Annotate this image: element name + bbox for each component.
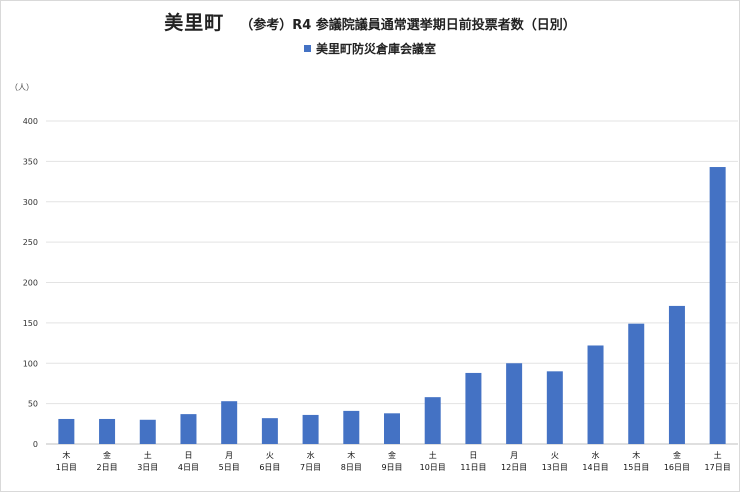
x-tick-day: 10日目 <box>420 463 446 472</box>
bar <box>668 305 685 444</box>
chart-title-row: 美里町 （参考）R4 参議院議員通常選挙期日前投票者数（日別） <box>0 8 740 35</box>
x-tick-day: 12日目 <box>501 463 527 472</box>
x-tick-day: 15日目 <box>623 463 649 472</box>
x-tick-weekday: 火 <box>266 451 274 460</box>
chart-title: 美里町 <box>164 12 225 34</box>
x-tick-weekday: 月 <box>510 451 518 460</box>
bar <box>506 363 523 444</box>
x-tick-day: 11日目 <box>460 463 486 472</box>
y-tick-label: 250 <box>23 238 38 247</box>
x-tick-weekday: 土 <box>714 450 722 460</box>
bar <box>424 397 441 444</box>
x-tick-weekday: 金 <box>388 450 396 460</box>
x-tick-weekday: 土 <box>429 450 437 460</box>
bar <box>58 418 75 444</box>
x-tick-day: 17日目 <box>705 463 731 472</box>
y-axis-unit-label: （人） <box>10 83 34 92</box>
legend: 美里町防災倉庫会議室 <box>0 40 740 57</box>
x-tick-weekday: 水 <box>592 450 600 460</box>
x-tick-weekday: 木 <box>632 450 640 460</box>
x-tick-day: 2日目 <box>97 463 118 472</box>
x-tick-weekday: 水 <box>307 450 315 460</box>
x-tick-day: 14日目 <box>582 463 608 472</box>
bar <box>343 410 360 444</box>
x-tick-weekday: 金 <box>673 450 681 460</box>
x-tick-weekday: 火 <box>551 451 559 460</box>
x-tick-day: 16日目 <box>664 463 690 472</box>
x-tick-weekday: 土 <box>144 450 152 460</box>
y-tick-label: 150 <box>23 319 38 328</box>
x-tick-day: 7日目 <box>300 463 321 472</box>
bar <box>99 418 116 444</box>
x-tick-weekday: 日 <box>184 451 192 460</box>
y-tick-label: 0 <box>33 440 38 449</box>
bar <box>709 167 726 444</box>
x-tick-day: 5日目 <box>219 463 240 472</box>
bar <box>465 372 482 444</box>
legend-swatch <box>303 45 311 52</box>
x-tick-day: 1日目 <box>56 463 77 472</box>
y-tick-label: 300 <box>23 198 38 207</box>
y-tick-label: 50 <box>28 400 38 409</box>
x-tick-weekday: 金 <box>103 450 111 460</box>
bar <box>180 414 197 444</box>
x-tick-weekday: 月 <box>225 451 233 460</box>
bar <box>546 371 563 444</box>
bar <box>302 414 319 444</box>
bar <box>221 401 238 444</box>
bar <box>261 418 278 444</box>
bar <box>139 419 156 444</box>
x-tick-day: 6日目 <box>259 463 280 472</box>
x-tick-day: 8日目 <box>341 463 362 472</box>
x-tick-day: 9日目 <box>381 463 402 472</box>
bar <box>628 323 645 444</box>
chart-subtitle: （参考）R4 参議院議員通常選挙期日前投票者数（日別） <box>240 18 576 33</box>
y-tick-label: 350 <box>23 157 38 166</box>
bar <box>384 413 400 444</box>
x-tick-weekday: 木 <box>347 450 355 460</box>
x-tick-day: 4日目 <box>178 463 199 472</box>
y-tick-label: 400 <box>23 117 38 126</box>
x-tick-day: 13日目 <box>542 463 568 472</box>
x-tick-weekday: 木 <box>62 450 70 460</box>
bar <box>587 345 604 444</box>
x-tick-day: 3日目 <box>137 463 158 472</box>
x-tick-weekday: 日 <box>469 451 477 460</box>
y-tick-label: 100 <box>23 359 38 368</box>
legend-label: 美里町防災倉庫会議室 <box>315 42 436 56</box>
y-tick-label: 200 <box>23 279 38 288</box>
